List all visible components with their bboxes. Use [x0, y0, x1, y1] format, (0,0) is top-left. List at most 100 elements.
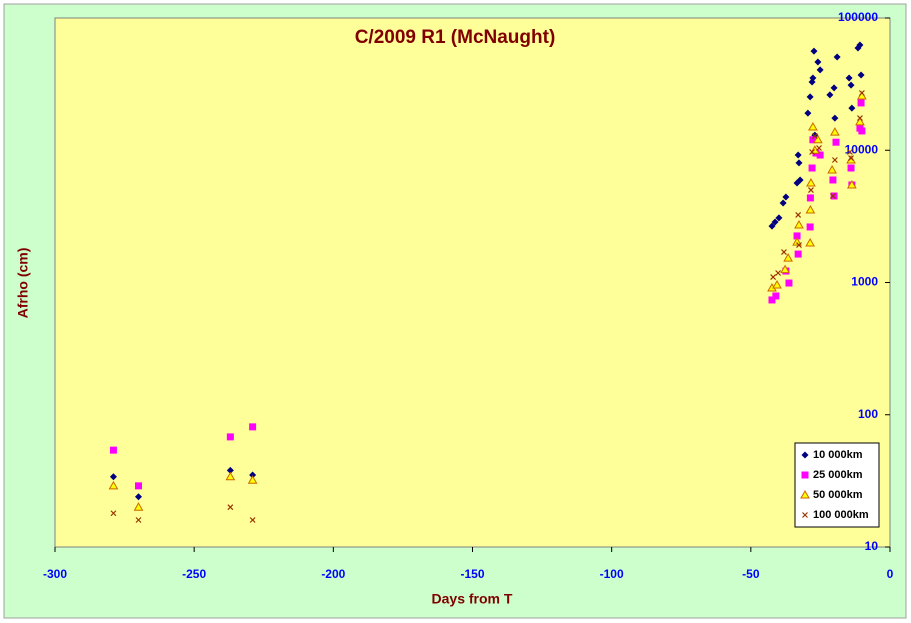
point — [806, 178, 816, 187]
point — [847, 81, 855, 89]
point — [780, 264, 790, 274]
point — [796, 176, 804, 184]
point — [827, 164, 837, 174]
point — [768, 296, 776, 304]
point — [808, 164, 816, 172]
point — [830, 192, 838, 200]
point — [771, 218, 779, 226]
point — [816, 151, 824, 159]
point — [811, 133, 818, 139]
x-tick-label: -250 — [182, 567, 206, 581]
point — [772, 292, 780, 300]
point — [135, 482, 142, 490]
point — [781, 249, 787, 255]
point — [226, 433, 234, 441]
point — [806, 194, 814, 202]
point — [831, 114, 839, 122]
y-tick-label: 100 — [858, 407, 878, 421]
point — [796, 242, 802, 248]
point — [794, 220, 804, 229]
point — [794, 250, 802, 258]
point — [858, 127, 866, 135]
x-axis-label: Days from T — [432, 591, 513, 607]
point — [830, 193, 836, 199]
point — [809, 149, 815, 155]
x-tick-label: 0 — [887, 567, 894, 581]
point — [857, 71, 865, 79]
point — [810, 47, 818, 55]
legend: 10 000km 25 000km 50 000km 100 000km — [794, 442, 880, 528]
point — [793, 232, 801, 240]
legend-marker — [801, 471, 809, 479]
x-tick-label: -200 — [321, 567, 345, 581]
point — [805, 205, 816, 214]
point — [109, 446, 117, 454]
point — [832, 138, 840, 146]
point — [768, 222, 776, 230]
legend-marker — [802, 512, 808, 518]
y-tick-label: 1000 — [851, 275, 878, 289]
point — [785, 279, 793, 287]
y-tick-label: 10 — [865, 539, 879, 553]
point — [135, 493, 142, 501]
point — [770, 274, 777, 280]
plot-area — [54, 17, 891, 548]
point — [855, 116, 865, 126]
axes: -300 -250 -200 -150 -100 -50 0 10 100 1000 10000 10… — [43, 10, 894, 581]
y-tick-label: 10000 — [845, 142, 879, 156]
point — [830, 127, 840, 136]
point — [782, 193, 790, 201]
point — [847, 164, 855, 172]
point — [249, 517, 256, 523]
point — [816, 66, 824, 74]
point — [225, 471, 236, 481]
legend-label: 25 000km — [813, 469, 863, 481]
point — [772, 280, 782, 289]
point — [848, 155, 854, 161]
point — [804, 109, 812, 117]
y-axis-label: Afrho (cm) — [15, 248, 31, 319]
point — [826, 91, 834, 99]
point — [813, 134, 823, 144]
point — [858, 90, 865, 96]
point — [847, 179, 857, 189]
point — [133, 502, 144, 511]
point — [857, 115, 863, 122]
point — [809, 74, 817, 82]
point — [779, 199, 787, 207]
point — [135, 517, 142, 523]
point — [808, 187, 814, 193]
point — [857, 99, 865, 107]
x-tick-label: -50 — [742, 567, 760, 581]
point — [110, 510, 117, 517]
point — [792, 237, 802, 246]
point — [226, 466, 234, 474]
point — [808, 121, 818, 131]
point — [809, 136, 817, 144]
point — [806, 93, 814, 101]
point — [247, 475, 258, 484]
point — [846, 149, 853, 155]
x-tick-label: -300 — [43, 567, 67, 581]
point — [806, 223, 814, 231]
point — [227, 504, 234, 511]
chart-title: C/2009 R1 (McNaught) — [355, 27, 556, 48]
point — [845, 74, 853, 82]
point — [856, 41, 864, 49]
point — [249, 423, 257, 431]
point — [249, 471, 257, 479]
point — [794, 151, 802, 159]
point — [814, 58, 822, 66]
point — [831, 157, 838, 163]
point — [816, 145, 822, 151]
legend-label: 50 000km — [813, 489, 863, 501]
point — [829, 176, 837, 184]
point — [795, 159, 803, 167]
point — [108, 480, 119, 490]
x-tick-label: -100 — [600, 567, 624, 581]
legend-label: 100 000km — [813, 509, 869, 521]
legend-marker — [800, 489, 810, 499]
point — [795, 212, 802, 218]
